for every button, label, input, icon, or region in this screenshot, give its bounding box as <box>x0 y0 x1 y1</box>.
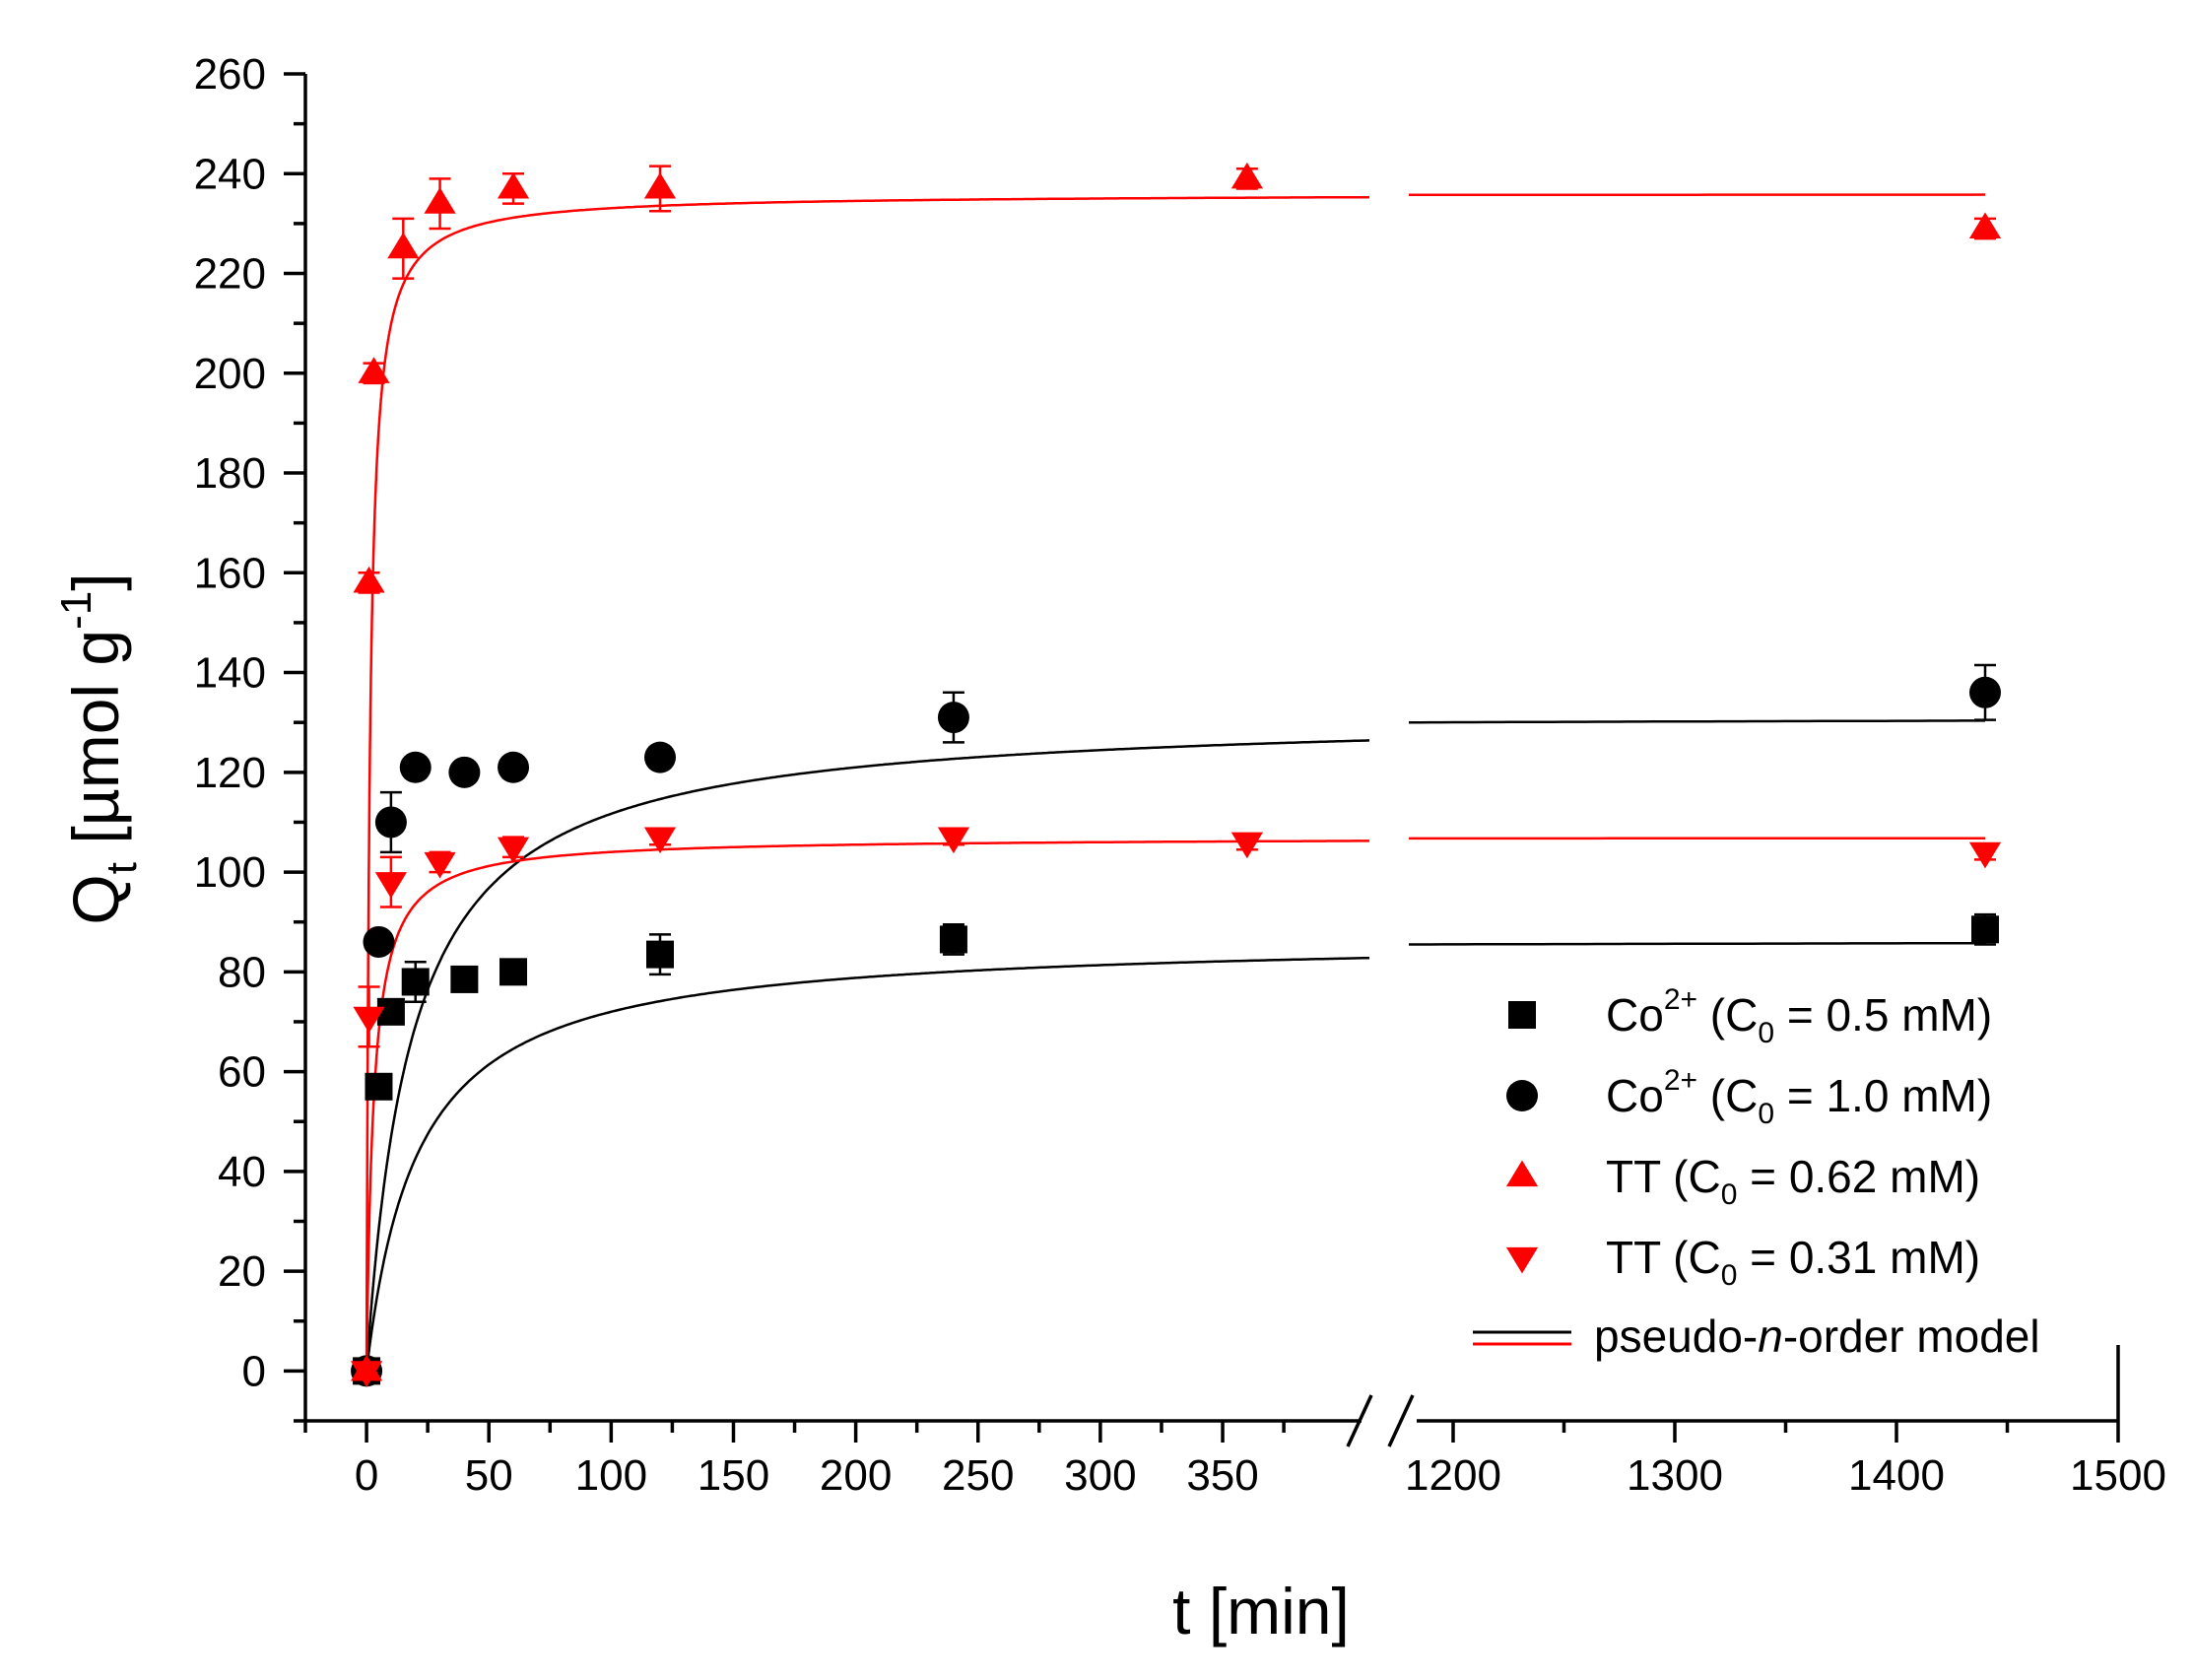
data-point-square <box>365 1073 392 1101</box>
x-tick-label: 100 <box>575 1451 647 1500</box>
data-marker-layer <box>351 163 2001 1387</box>
data-point-circle <box>1506 1080 1538 1111</box>
data-point-circle <box>375 806 407 838</box>
data-point-circle <box>644 742 676 773</box>
x-tick-label: 1300 <box>1627 1451 1723 1500</box>
data-point-circle <box>363 926 394 958</box>
legend-entry-label: Co2+ (C0 = 1.0 mM) <box>1606 1064 1992 1130</box>
x-tick-label: 200 <box>820 1451 892 1500</box>
y-tick-label: 140 <box>194 649 266 698</box>
data-point-square <box>940 925 967 953</box>
legend-entry-label: TT (C0 = 0.62 mM) <box>1606 1151 1980 1211</box>
model-curve <box>366 197 1369 1371</box>
x-tick-label: 150 <box>698 1451 769 1500</box>
data-point-triangle-down <box>424 852 455 879</box>
x-tick-label: 350 <box>1186 1451 1258 1500</box>
data-point-square <box>499 958 527 985</box>
legend: Co2+ (C0 = 0.5 mM) Co2+ (C0 = 1.0 mM) TT (… <box>1473 983 2040 1362</box>
y-tick-label: 260 <box>194 50 266 99</box>
y-tick-label: 240 <box>194 150 266 198</box>
legend-entry-label: Co2+ (C0 = 0.5 mM) <box>1606 983 1992 1049</box>
x-tick-label: 50 <box>465 1451 513 1500</box>
x-tick-label: 300 <box>1064 1451 1136 1500</box>
model-curve <box>1409 943 1985 944</box>
data-point-square <box>450 966 478 993</box>
y-tick-label: 120 <box>194 749 266 797</box>
y-tick-label: 180 <box>194 449 266 498</box>
y-tick-label: 40 <box>218 1148 266 1196</box>
data-point-square <box>646 941 674 969</box>
y-tick-label: 0 <box>242 1347 266 1395</box>
model-curve <box>366 840 1369 1371</box>
data-point-triangle-down <box>1231 833 1263 859</box>
data-point-square <box>1508 1001 1536 1029</box>
data-point-circle <box>498 752 529 783</box>
y-tick-label: 200 <box>194 350 266 398</box>
x-axis-title: t [min] <box>1172 1575 1350 1647</box>
y-tick-label: 100 <box>194 848 266 897</box>
data-point-triangle-down <box>1506 1247 1538 1274</box>
legend-entry-label: TT (C0 = 0.31 mM) <box>1606 1232 1980 1292</box>
y-tick-label: 60 <box>218 1048 266 1097</box>
data-point-triangle-up <box>1231 163 1263 189</box>
data-point-triangle-up <box>644 172 676 199</box>
data-point-circle <box>400 752 432 783</box>
model-curve <box>1409 720 1985 722</box>
data-point-circle <box>448 757 480 788</box>
data-point-triangle-down <box>1969 842 2001 869</box>
x-tick-label: 250 <box>942 1451 1014 1500</box>
data-point-square <box>402 968 430 995</box>
data-point-triangle-up <box>353 567 384 593</box>
data-point-circle <box>1969 677 2001 708</box>
model-curve <box>366 740 1369 1371</box>
legend-model-label: pseudo-n-order model <box>1594 1310 2040 1362</box>
x-tick-label: 1200 <box>1405 1451 1501 1500</box>
data-point-circle <box>938 702 969 733</box>
data-point-triangle-up <box>1969 212 2001 238</box>
data-point-triangle-up <box>498 172 529 199</box>
axis-break-slash <box>1389 1395 1413 1446</box>
data-point-triangle-up <box>424 187 455 214</box>
x-tick-label: 1400 <box>1848 1451 1945 1500</box>
y-axis-title: Qt [µmol g-1] <box>52 572 146 924</box>
x-tick-label: 0 <box>355 1451 378 1500</box>
y-tick-label: 20 <box>218 1247 266 1296</box>
model-curve <box>366 958 1369 1371</box>
data-point-triangle-up <box>387 233 419 259</box>
data-point-triangle-down <box>375 872 407 899</box>
data-point-square <box>1971 915 1999 943</box>
x-tick-label: 1500 <box>2070 1451 2166 1500</box>
data-point-triangle-down <box>938 828 969 854</box>
y-tick-label: 80 <box>218 948 266 996</box>
y-tick-label: 220 <box>194 250 266 299</box>
y-tick-label: 160 <box>194 549 266 597</box>
data-point-triangle-up <box>1506 1161 1538 1187</box>
